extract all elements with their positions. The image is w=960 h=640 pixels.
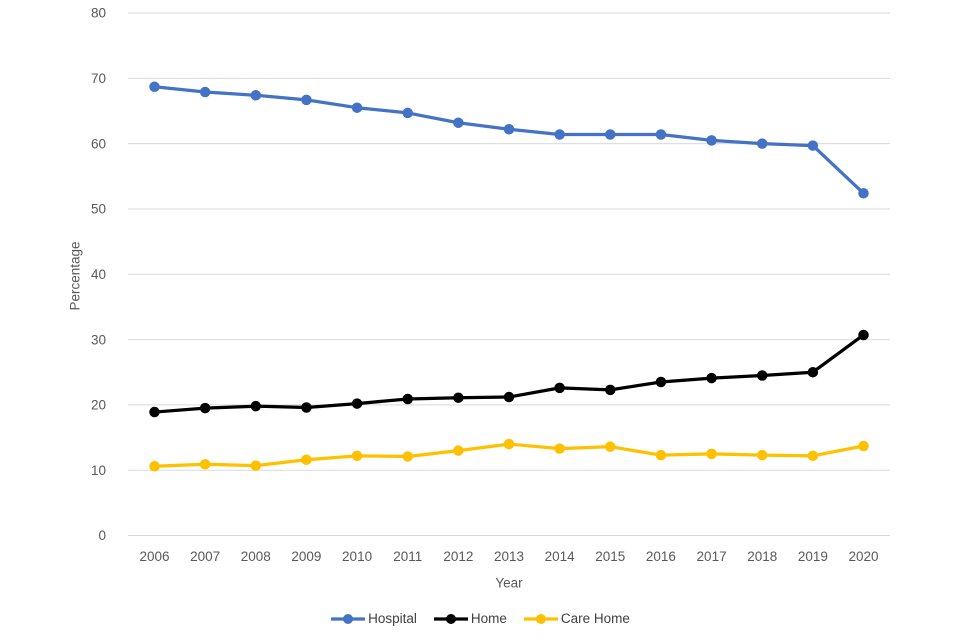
data-point-home-2017 bbox=[706, 372, 717, 384]
x-tick-label-2017: 2017 bbox=[697, 549, 727, 564]
data-point-hospital-2014 bbox=[554, 129, 565, 140]
x-tick-label-2020: 2020 bbox=[848, 549, 878, 564]
y-tick-label-50: 50 bbox=[91, 202, 106, 217]
legend: Hospital Home Care Home bbox=[0, 611, 960, 626]
x-tick-label-2012: 2012 bbox=[443, 549, 473, 564]
data-point-care-home-2016 bbox=[655, 449, 667, 461]
legend-item-home: Home bbox=[433, 611, 507, 626]
data-point-home-2007 bbox=[199, 402, 211, 414]
data-point-home-2013 bbox=[503, 391, 515, 403]
y-tick-label-40: 40 bbox=[91, 267, 106, 282]
y-tick-label-0: 0 bbox=[98, 528, 106, 543]
legend-item-hospital: Hospital bbox=[330, 611, 417, 626]
legend-marker-care-home-icon bbox=[523, 613, 558, 624]
legend-marker-home-icon bbox=[433, 613, 468, 624]
data-point-hospital-2020 bbox=[858, 188, 869, 199]
x-tick-label-2016: 2016 bbox=[646, 549, 676, 564]
data-point-care-home-2020 bbox=[858, 440, 869, 452]
x-tick-label-2013: 2013 bbox=[494, 549, 524, 564]
data-point-care-home-2010 bbox=[351, 450, 363, 462]
data-point-care-home-2019 bbox=[807, 450, 819, 462]
data-point-home-2015 bbox=[605, 384, 616, 396]
x-axis-title: Year bbox=[495, 575, 523, 591]
data-point-hospital-2017 bbox=[706, 135, 717, 146]
data-point-hospital-2008 bbox=[250, 90, 262, 101]
data-point-home-2011 bbox=[402, 393, 413, 405]
data-point-hospital-2016 bbox=[655, 129, 667, 140]
data-point-hospital-2011 bbox=[402, 107, 413, 119]
data-point-home-2020 bbox=[858, 329, 869, 341]
y-tick-label-30: 30 bbox=[91, 332, 106, 347]
x-tick-label-2008: 2008 bbox=[241, 549, 271, 564]
data-point-hospital-2010 bbox=[351, 102, 363, 113]
data-point-hospital-2018 bbox=[756, 138, 768, 149]
data-point-hospital-2006 bbox=[149, 81, 160, 93]
data-point-care-home-2012 bbox=[453, 445, 464, 456]
data-point-home-2018 bbox=[756, 370, 768, 381]
y-tick-label-60: 60 bbox=[91, 136, 106, 151]
legend-label-home: Home bbox=[470, 611, 507, 626]
data-point-hospital-2012 bbox=[453, 117, 464, 128]
plot-area: 0 10 20 30 40 50 60 70 80 2006 2007 2008 2009 2010 201… bbox=[91, 6, 890, 564]
data-point-hospital-2007 bbox=[199, 86, 211, 98]
data-point-home-2014 bbox=[554, 382, 565, 394]
data-point-hospital-2015 bbox=[605, 129, 616, 140]
y-tick-label-20: 20 bbox=[91, 398, 106, 413]
legend-label-care-home: Care Home bbox=[560, 611, 630, 626]
x-tick-label-2006: 2006 bbox=[139, 549, 169, 564]
series-hospital bbox=[149, 81, 869, 199]
data-point-care-home-2017 bbox=[706, 448, 717, 460]
data-point-care-home-2015 bbox=[605, 441, 616, 452]
data-point-home-2016 bbox=[655, 376, 667, 388]
y-tick-label-80: 80 bbox=[91, 6, 106, 21]
data-point-hospital-2013 bbox=[503, 124, 515, 135]
data-point-care-home-2011 bbox=[402, 451, 413, 462]
y-tick-label-10: 10 bbox=[91, 463, 106, 478]
x-tick-label-2014: 2014 bbox=[545, 549, 576, 564]
data-point-care-home-2013 bbox=[503, 438, 515, 450]
x-tick-label-2015: 2015 bbox=[595, 549, 625, 564]
data-point-home-2006 bbox=[149, 406, 160, 418]
data-point-home-2010 bbox=[351, 398, 363, 409]
data-point-home-2012 bbox=[453, 392, 464, 403]
x-tick-label-2011: 2011 bbox=[393, 549, 422, 564]
y-axis-title: Percentage bbox=[67, 241, 83, 311]
data-point-care-home-2009 bbox=[301, 454, 312, 465]
data-point-home-2019 bbox=[807, 366, 819, 378]
data-point-home-2008 bbox=[250, 400, 262, 412]
x-tick-label-2009: 2009 bbox=[291, 549, 321, 564]
data-point-care-home-2008 bbox=[250, 460, 262, 471]
data-point-home-2009 bbox=[301, 402, 312, 413]
data-point-care-home-2006 bbox=[149, 461, 160, 472]
data-point-care-home-2007 bbox=[199, 459, 211, 470]
x-tick-label-2019: 2019 bbox=[798, 549, 828, 564]
legend-marker-hospital-icon bbox=[331, 613, 366, 624]
x-tick-label-2010: 2010 bbox=[342, 549, 372, 564]
data-point-hospital-2019 bbox=[807, 140, 819, 151]
series-line-hospital bbox=[152, 85, 866, 195]
data-point-hospital-2009 bbox=[301, 94, 312, 106]
x-tick-label-2007: 2007 bbox=[190, 549, 220, 564]
series-care-home bbox=[149, 438, 869, 472]
data-point-care-home-2014 bbox=[554, 443, 565, 454]
data-point-care-home-2018 bbox=[756, 449, 768, 461]
y-tick-label-70: 70 bbox=[91, 71, 106, 86]
legend-label-hospital: Hospital bbox=[368, 611, 417, 626]
series-home bbox=[149, 329, 869, 418]
x-tick-label-2018: 2018 bbox=[747, 549, 777, 564]
legend-item-care-home: Care Home bbox=[523, 611, 630, 626]
